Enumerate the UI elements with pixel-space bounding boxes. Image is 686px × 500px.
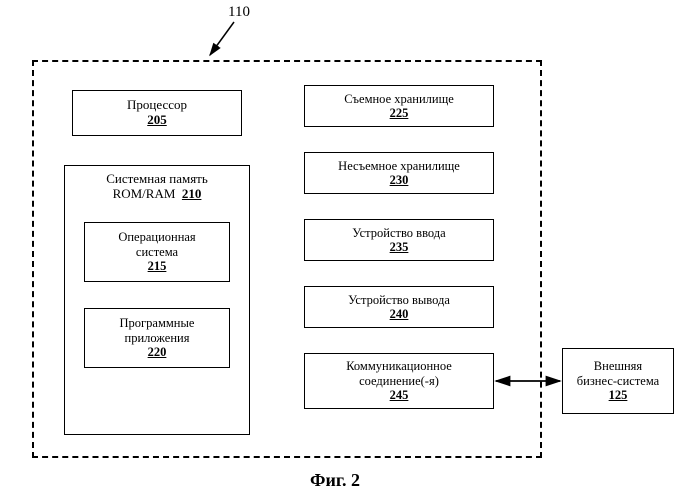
os-label: Операционная система — [118, 230, 195, 259]
system-memory-num: 210 — [182, 186, 202, 201]
outer-ref-number: 110 — [228, 4, 250, 21]
nonremovable-storage-box: Несъемное хранилище 230 — [304, 152, 494, 194]
apps-num: 220 — [148, 345, 167, 359]
os-box: Операционная система 215 — [84, 222, 230, 282]
output-device-label: Устройство вывода — [348, 293, 450, 307]
nonremovable-storage-label: Несъемное хранилище — [338, 159, 460, 173]
os-num: 215 — [148, 259, 167, 273]
external-system-box: Внешняя бизнес-система 125 — [562, 348, 674, 414]
removable-storage-box: Съемное хранилище 225 — [304, 85, 494, 127]
comm-connection-num: 245 — [390, 388, 409, 402]
diagram-canvas: 110 Процессор 205 Системная память ROM/R… — [0, 0, 686, 500]
input-device-label: Устройство ввода — [352, 226, 445, 240]
apps-box: Программные приложения 220 — [84, 308, 230, 368]
outer-ref-text: 110 — [228, 4, 250, 20]
output-device-box: Устройство вывода 240 — [304, 286, 494, 328]
input-device-box: Устройство ввода 235 — [304, 219, 494, 261]
apps-label: Программные приложения — [120, 316, 195, 345]
comm-connection-box: Коммуникационное соединение(-я) 245 — [304, 353, 494, 409]
system-memory-box: Системная память ROM/RAM 210 — [64, 165, 250, 435]
processor-box: Процессор 205 — [72, 90, 242, 136]
external-system-num: 125 — [609, 388, 628, 402]
nonremovable-storage-num: 230 — [390, 173, 409, 187]
processor-num: 205 — [147, 113, 167, 128]
figure-caption: Фиг. 2 — [310, 470, 360, 491]
removable-storage-label: Съемное хранилище — [344, 92, 454, 106]
external-system-label: Внешняя бизнес-система — [577, 359, 659, 388]
figure-caption-text: Фиг. 2 — [310, 470, 360, 490]
removable-storage-num: 225 — [390, 106, 409, 120]
processor-label: Процессор — [127, 98, 187, 113]
output-device-num: 240 — [390, 307, 409, 321]
input-device-num: 235 — [390, 240, 409, 254]
system-memory-header: Системная память ROM/RAM 210 — [106, 172, 208, 202]
comm-connection-label: Коммуникационное соединение(-я) — [346, 359, 452, 388]
